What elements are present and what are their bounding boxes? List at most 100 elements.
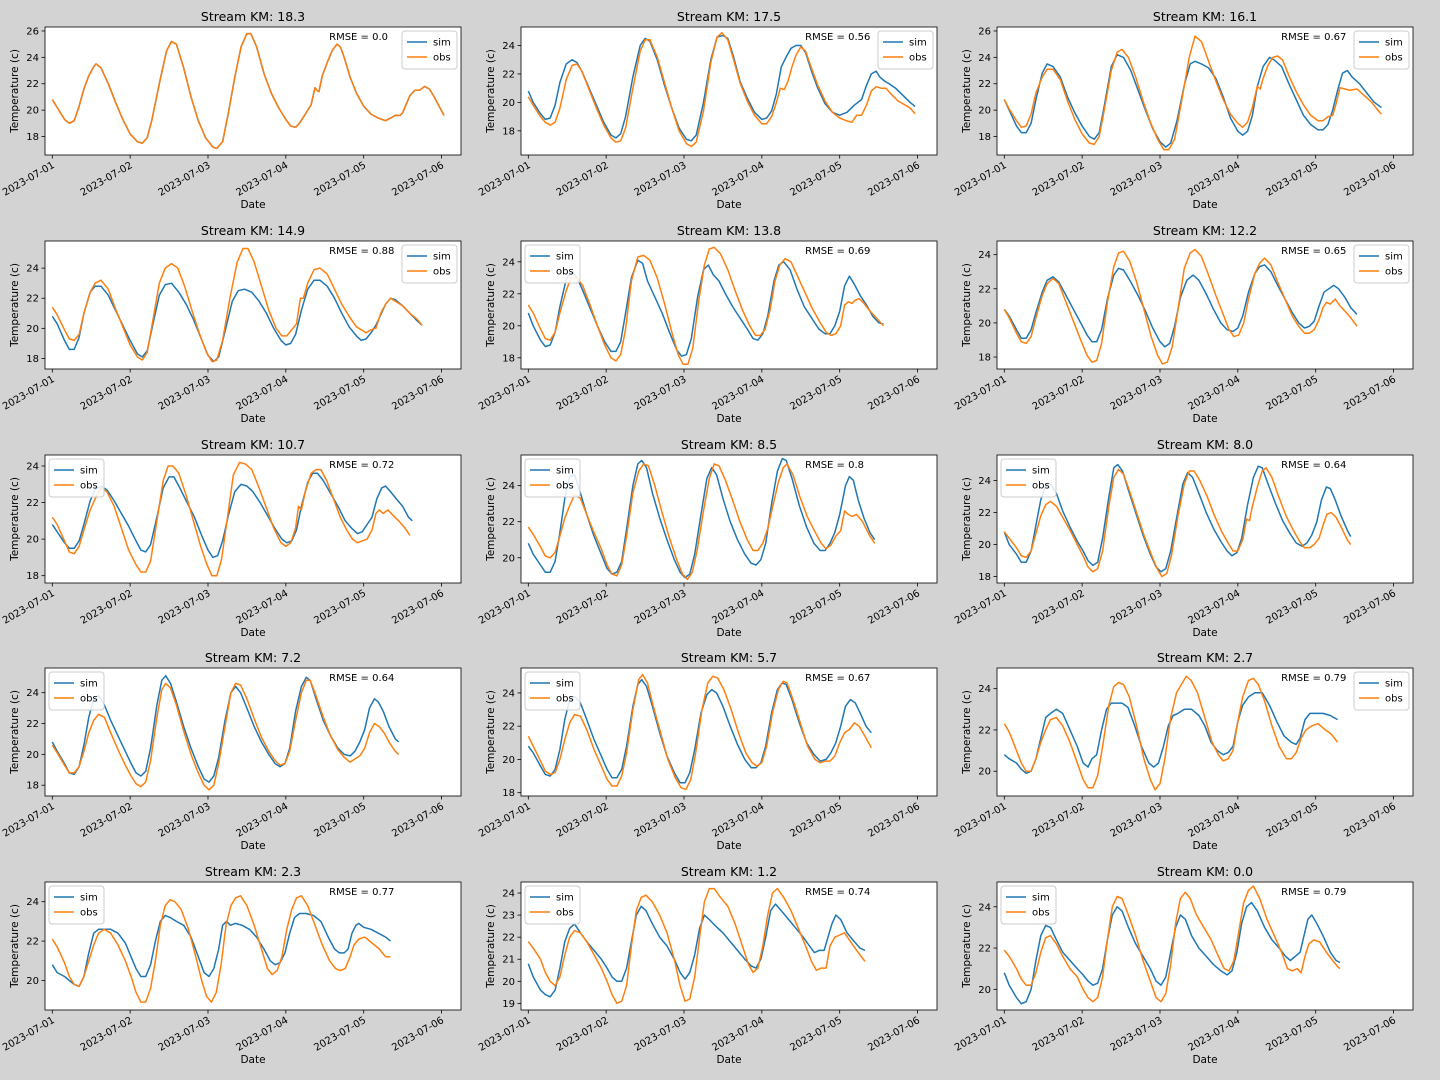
rmse-annotation: RMSE = 0.67 bbox=[805, 673, 870, 684]
x-tick-label: 2023-07-06 bbox=[1342, 588, 1398, 627]
x-tick-label: 2023-07-05 bbox=[1264, 801, 1320, 840]
legend: sim obs bbox=[48, 885, 105, 925]
y-tick-label: 18 bbox=[978, 353, 991, 364]
x-tick-label: 2023-07-03 bbox=[1109, 801, 1165, 840]
rmse-annotation: RMSE = 0.64 bbox=[329, 673, 394, 684]
axes-frame bbox=[520, 667, 938, 797]
x-tick-label: 2023-07-01 bbox=[477, 160, 533, 199]
subplot-title: Stream KM: 8.5 bbox=[681, 437, 777, 452]
subplot: Stream KM: 18.3 18 20 22 24 26 2023-07-01 2023-… bbox=[1, 9, 462, 211]
y-tick-label: 22 bbox=[26, 79, 39, 90]
plot-area bbox=[521, 668, 937, 796]
legend-label-obs: obs bbox=[1032, 481, 1050, 492]
y-tick-label: 20 bbox=[978, 767, 991, 778]
y-tick-label: 20 bbox=[978, 540, 991, 551]
subplot-title: Stream KM: 14.9 bbox=[201, 223, 305, 238]
x-tick-label: 2023-07-02 bbox=[555, 801, 611, 840]
x-tick-label: 2023-07-05 bbox=[788, 801, 844, 840]
y-tick-label: 18 bbox=[978, 572, 991, 583]
y-tick-label: 24 bbox=[978, 476, 991, 487]
y-tick-label: 22 bbox=[978, 79, 991, 90]
x-tick-label: 2023-07-05 bbox=[1264, 374, 1320, 413]
subplot-title: Stream KM: 2.3 bbox=[205, 864, 301, 879]
y-tick-label: 18 bbox=[502, 353, 515, 364]
subplot-title: Stream KM: 5.7 bbox=[681, 650, 777, 665]
series-obs-line bbox=[527, 887, 866, 1005]
y-axis-label: Temperature (c) bbox=[485, 263, 497, 348]
legend-box bbox=[48, 458, 105, 498]
x-tick-label: 2023-07-06 bbox=[866, 1015, 922, 1054]
rmse-annotation: RMSE = 0.79 bbox=[1281, 673, 1346, 684]
plot-area bbox=[521, 241, 937, 369]
legend-box bbox=[401, 244, 458, 284]
x-axis-label: Date bbox=[240, 1054, 265, 1066]
x-axis-label: Date bbox=[240, 627, 265, 639]
legend-label-sim: sim bbox=[556, 252, 574, 263]
legend-label-obs: obs bbox=[909, 53, 927, 64]
plot-area bbox=[45, 455, 461, 583]
rmse-annotation: RMSE = 0.64 bbox=[1281, 460, 1346, 471]
legend-label-sim: sim bbox=[433, 38, 451, 49]
x-tick-label: 2023-07-04 bbox=[235, 588, 291, 627]
legend-box bbox=[401, 30, 458, 70]
subplot-title: Stream KM: 16.1 bbox=[1153, 9, 1257, 24]
series-obs-line bbox=[1003, 35, 1382, 151]
x-tick-label: 2023-07-01 bbox=[477, 588, 533, 627]
subplot: Stream KM: 12.2 18 20 22 24 2023-07-01 2023-07… bbox=[953, 223, 1414, 425]
x-tick-label: 2023-07-06 bbox=[866, 160, 922, 199]
plot-area bbox=[45, 668, 461, 796]
axes-frame bbox=[520, 26, 938, 156]
axes-frame bbox=[996, 667, 1414, 797]
x-tick-label: 2023-07-02 bbox=[79, 374, 135, 413]
plot-area bbox=[45, 27, 461, 155]
x-tick-label: 2023-07-06 bbox=[1342, 160, 1398, 199]
x-tick-label: 2023-07-03 bbox=[157, 801, 213, 840]
x-tick-label: 2023-07-03 bbox=[633, 588, 689, 627]
x-tick-label: 2023-07-04 bbox=[235, 160, 291, 199]
x-tick-label: 2023-07-02 bbox=[555, 1015, 611, 1054]
x-tick-label: 2023-07-06 bbox=[390, 160, 446, 199]
subplot: Stream KM: 0.0 20 22 24 2023-07-01 2023-07-02… bbox=[953, 864, 1414, 1066]
x-tick-label: 2023-07-01 bbox=[1, 160, 57, 199]
y-tick-label: 23 bbox=[502, 911, 515, 922]
y-tick-label: 20 bbox=[26, 750, 39, 761]
y-tick-label: 18 bbox=[26, 781, 39, 792]
y-axis-label: Temperature (c) bbox=[9, 263, 21, 348]
subplot-title: Stream KM: 7.2 bbox=[205, 650, 301, 665]
y-tick-label: 24 bbox=[978, 53, 991, 64]
x-tick-label: 2023-07-06 bbox=[866, 588, 922, 627]
y-tick-label: 24 bbox=[502, 481, 515, 492]
legend: sim obs bbox=[877, 30, 934, 70]
rmse-annotation: RMSE = 0.74 bbox=[805, 887, 870, 898]
x-tick-label: 2023-07-06 bbox=[1342, 374, 1398, 413]
subplot: Stream KM: 17.5 18 20 22 24 2023-07-01 2023-07… bbox=[477, 9, 938, 211]
rmse-annotation: RMSE = 0.67 bbox=[1281, 32, 1346, 43]
y-tick-label: 26 bbox=[978, 26, 991, 37]
y-tick-label: 20 bbox=[26, 106, 39, 117]
subplot: Stream KM: 8.5 20 22 24 2023-07-01 2023-07-02… bbox=[477, 437, 938, 639]
legend-label-obs: obs bbox=[1385, 53, 1403, 64]
x-tick-label: 2023-07-06 bbox=[1342, 1015, 1398, 1054]
x-tick-label: 2023-07-02 bbox=[555, 588, 611, 627]
rmse-annotation: RMSE = 0.8 bbox=[805, 460, 864, 471]
subplot-title: Stream KM: 10.7 bbox=[201, 437, 305, 452]
y-axis-label: Temperature (c) bbox=[961, 904, 973, 989]
legend-label-obs: obs bbox=[1385, 694, 1403, 705]
y-tick-label: 20 bbox=[502, 755, 515, 766]
y-tick-label: 18 bbox=[502, 126, 515, 137]
x-tick-label: 2023-07-03 bbox=[633, 160, 689, 199]
x-axis-label: Date bbox=[1192, 627, 1217, 639]
x-tick-label: 2023-07-04 bbox=[711, 588, 767, 627]
x-tick-label: 2023-07-04 bbox=[235, 1015, 291, 1054]
y-tick-label: 22 bbox=[978, 284, 991, 295]
y-tick-label: 20 bbox=[502, 553, 515, 564]
subplot-title: Stream KM: 12.2 bbox=[1153, 223, 1257, 238]
x-tick-label: 2023-07-02 bbox=[79, 160, 135, 199]
y-tick-label: 20 bbox=[502, 321, 515, 332]
legend-label-obs: obs bbox=[433, 267, 451, 278]
y-axis-label: Temperature (c) bbox=[485, 49, 497, 134]
x-tick-label: 2023-07-01 bbox=[477, 801, 533, 840]
subplot: Stream KM: 1.2 19 20 21 22 23 24 2023-07-01 2023… bbox=[477, 864, 938, 1066]
x-tick-label: 2023-07-01 bbox=[477, 374, 533, 413]
